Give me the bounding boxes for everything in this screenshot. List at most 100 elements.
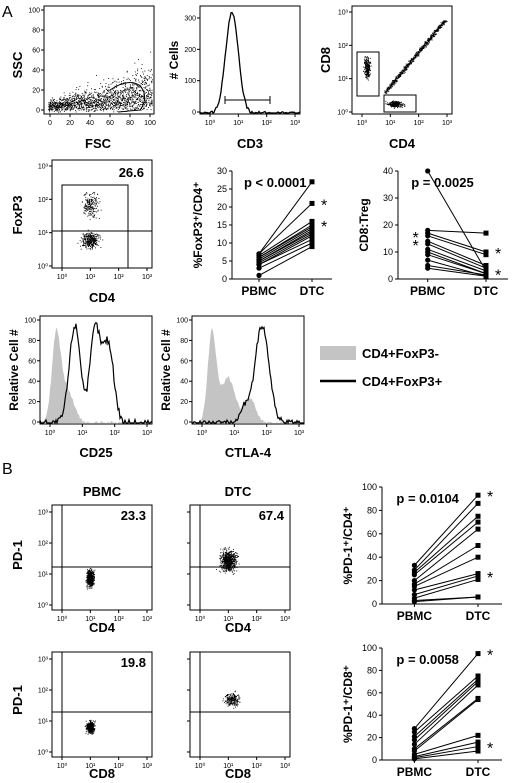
event-dot xyxy=(391,104,393,106)
event-dot xyxy=(428,43,429,45)
event-dot xyxy=(438,26,440,28)
event-dot xyxy=(72,103,73,104)
event-dot xyxy=(151,81,153,83)
event-dot xyxy=(422,44,424,46)
event-dot xyxy=(83,243,85,244)
event-dot xyxy=(415,53,417,54)
event-dot xyxy=(92,576,93,577)
event-dot xyxy=(442,25,444,27)
event-dot xyxy=(131,88,133,90)
event-dot xyxy=(71,104,73,106)
y-tick-label: 60 xyxy=(32,48,40,55)
dtc-point xyxy=(309,236,315,242)
event-dot xyxy=(128,93,129,95)
event-dot xyxy=(107,104,109,106)
event-dot xyxy=(366,66,368,67)
event-dot xyxy=(395,102,397,104)
y-tick-label: 10 xyxy=(383,247,393,257)
event-dot xyxy=(229,556,231,557)
event-dot xyxy=(98,235,99,237)
event-dot xyxy=(126,96,128,98)
event-dot xyxy=(64,109,66,110)
event-dot xyxy=(431,38,432,40)
event-dot xyxy=(94,244,96,246)
event-dot xyxy=(131,100,133,102)
event-dot xyxy=(92,234,94,236)
event-dot xyxy=(91,575,93,576)
y-tick-label: 0 xyxy=(184,420,188,427)
event-dot xyxy=(145,86,147,88)
event-dot xyxy=(95,99,96,100)
event-dot xyxy=(235,552,236,553)
event-dot xyxy=(366,68,368,70)
event-dot xyxy=(106,96,107,98)
event-dot xyxy=(394,105,396,107)
event-dot xyxy=(88,203,90,205)
event-dot xyxy=(231,550,232,552)
event-dot xyxy=(100,101,102,103)
event-dot xyxy=(224,554,226,556)
event-dot xyxy=(85,206,86,208)
x-tick-label: 10¹ xyxy=(229,430,240,437)
event-dot xyxy=(423,45,425,47)
event-dot xyxy=(94,108,96,110)
y-tick-label: 10¹ xyxy=(38,572,49,579)
event-dot xyxy=(222,561,224,563)
event-dot xyxy=(84,102,86,104)
event-dot xyxy=(122,103,124,105)
event-dot xyxy=(227,558,229,560)
event-dot xyxy=(415,55,416,57)
event-dot xyxy=(61,106,63,108)
event-dot xyxy=(92,96,94,98)
event-dot xyxy=(233,564,235,566)
event-dot xyxy=(102,109,104,110)
event-dot xyxy=(68,103,69,105)
event-dot xyxy=(365,62,367,63)
panel-label-a: A xyxy=(2,4,13,21)
event-dot xyxy=(92,239,94,240)
event-dot xyxy=(86,206,88,207)
event-dot xyxy=(146,89,147,91)
event-dot xyxy=(69,106,71,108)
event-dot xyxy=(67,104,68,106)
event-dot xyxy=(122,104,124,106)
event-dot xyxy=(408,63,410,64)
event-dot xyxy=(86,233,88,235)
event-dot xyxy=(94,205,96,207)
event-dot xyxy=(89,575,91,577)
event-dot xyxy=(95,101,97,103)
event-dot xyxy=(80,237,82,239)
event-dot xyxy=(221,567,223,569)
event-dot xyxy=(63,107,65,109)
event-dot xyxy=(434,33,436,35)
event-dot xyxy=(85,110,87,112)
event-dot xyxy=(392,80,394,81)
event-dot xyxy=(108,89,110,91)
event-dot xyxy=(445,20,447,22)
event-dot xyxy=(55,102,57,104)
event-dot xyxy=(226,550,228,552)
event-dot xyxy=(150,109,152,110)
event-dot xyxy=(220,558,222,559)
event-dot xyxy=(84,98,86,99)
event-dot xyxy=(403,72,405,74)
event-dot xyxy=(144,102,146,103)
event-dot xyxy=(65,108,67,110)
event-dot xyxy=(366,72,368,73)
event-dot xyxy=(365,70,366,72)
event-dot xyxy=(91,240,92,242)
event-dot xyxy=(91,568,93,570)
event-dot xyxy=(84,235,85,237)
event-dot xyxy=(421,49,423,51)
event-dot xyxy=(91,101,93,103)
event-dot xyxy=(428,41,430,42)
event-dot xyxy=(77,103,78,104)
event-dot xyxy=(228,552,230,554)
event-dot xyxy=(89,241,91,243)
event-dot xyxy=(445,21,446,23)
event-dot xyxy=(106,95,108,97)
y-tick-label: 30 xyxy=(217,166,227,176)
event-dot xyxy=(142,71,144,73)
event-dot xyxy=(363,66,365,68)
event-dot xyxy=(384,92,386,94)
